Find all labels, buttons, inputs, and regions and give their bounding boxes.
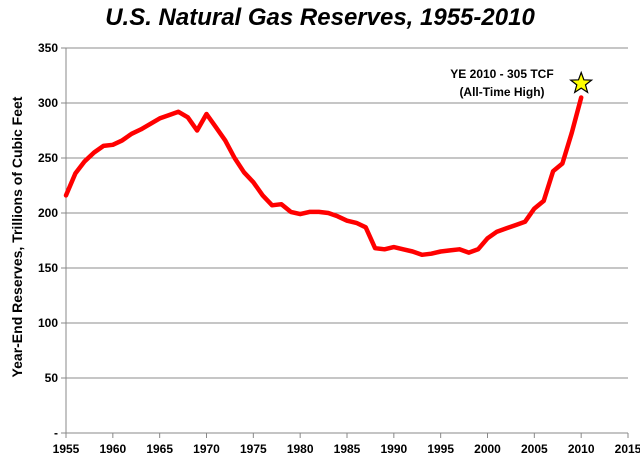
y-tick-marks (61, 47, 66, 434)
series-line-0 (63, 95, 584, 258)
x-tick-marks (65, 433, 629, 438)
x-tick-label-1955: 1955 (53, 442, 80, 456)
x-tick-label-1995: 1995 (427, 442, 454, 456)
y-axis-title: Year-End Reserves, Trillions of Cubic Fe… (9, 96, 25, 377)
y-tick-label-50: 50 (45, 371, 59, 385)
y-tick-label-100: 100 (38, 316, 58, 330)
y-tick-label-200: 200 (38, 206, 58, 220)
y-tick-label-0: - (54, 426, 58, 440)
star-marker-shape (569, 70, 594, 94)
x-tick-label-2000: 2000 (474, 442, 501, 456)
y-tick-label-350: 350 (38, 41, 58, 55)
chart-title: U.S. Natural Gas Reserves, 1955-2010 (105, 4, 535, 31)
x-tick-label-2010: 2010 (568, 442, 595, 456)
x-tick-label-1985: 1985 (334, 442, 361, 456)
x-tick-label-1960: 1960 (99, 442, 126, 456)
y-tick-labels: - 50 100 150 200 250 300 350 (38, 41, 58, 440)
x-tick-label-1965: 1965 (146, 442, 173, 456)
gridlines (66, 47, 628, 379)
x-tick-label-1990: 1990 (380, 442, 407, 456)
x-tick-labels: 1955 1960 1965 1970 1975 1980 1985 1990 1995 2000… (53, 442, 640, 456)
star-marker-icon (569, 70, 594, 94)
x-tick-label-1980: 1980 (287, 442, 314, 456)
x-tick-label-1970: 1970 (193, 442, 220, 456)
annotation-line-1: YE 2010 - 305 TCF (450, 67, 553, 81)
x-tick-label-2015: 2015 (615, 442, 640, 456)
y-tick-label-250: 250 (38, 151, 58, 165)
series-layer (63, 95, 584, 258)
x-tick-label-1975: 1975 (240, 442, 267, 456)
x-tick-label-2005: 2005 (521, 442, 548, 456)
annotation-line-2: (All-Time High) (459, 85, 544, 99)
y-tick-label-150: 150 (38, 261, 58, 275)
y-tick-label-300: 300 (38, 96, 58, 110)
